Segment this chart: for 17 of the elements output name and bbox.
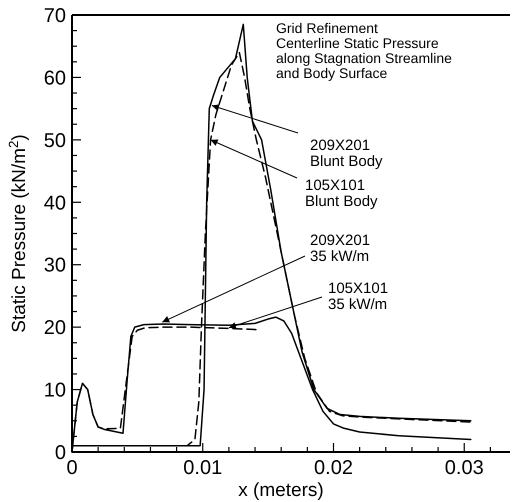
annotation: 209X201 Blunt Body [310, 137, 384, 170]
y-tick-label: 30 [44, 254, 66, 277]
y-tick-label: 20 [44, 317, 66, 340]
x-axis-title: x (meters) [238, 480, 324, 501]
annotation: 209X201 35 kW/m [310, 232, 370, 265]
y-tick-label: 70 [44, 5, 66, 27]
x-tick-label: 0.03 [444, 457, 484, 479]
y-tick-label: 40 [44, 192, 66, 214]
x-tick-label: 0.01 [183, 457, 222, 479]
y-tick-label: 10 [44, 380, 66, 402]
y-tick-label: 0 [54, 442, 66, 464]
annotation: 105X101 35 kW/m [328, 280, 388, 313]
text: Grid Refinement Centerline Static Pressure along Stagnation Streamline and Body Surface [276, 20, 452, 81]
y-tick-label: 50 [44, 130, 66, 152]
y-tick-label: 60 [44, 67, 66, 90]
annotation: 105X101 Blunt Body [305, 177, 378, 210]
x-tick-label: 0.02 [314, 457, 353, 479]
